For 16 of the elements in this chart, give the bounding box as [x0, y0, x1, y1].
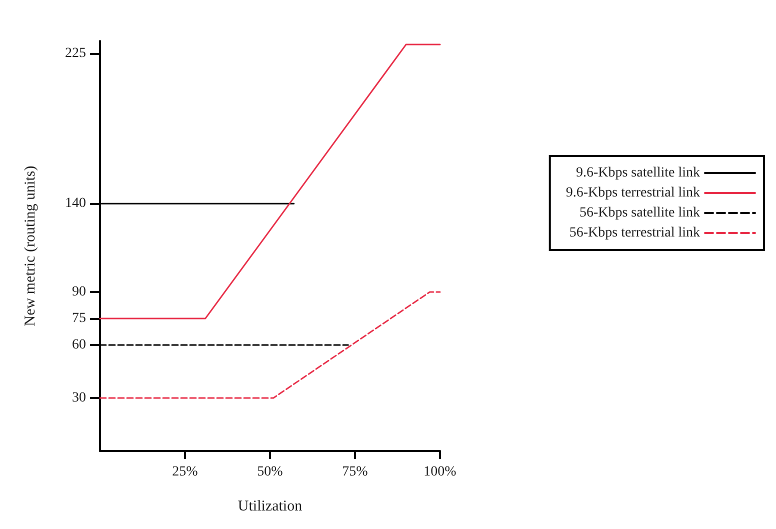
x-tick-label: 75%	[342, 464, 368, 480]
x-tick-label: 25%	[172, 464, 198, 480]
y-axis-title: New metric (routing units)	[22, 166, 38, 326]
legend-label: 56-Kbps satellite link	[579, 206, 700, 220]
y-tick-label: 75	[72, 310, 86, 326]
legend-label: 9.6-Kbps satellite link	[576, 166, 700, 180]
y-tick-label: 30	[72, 390, 86, 406]
legend-label: 9.6-Kbps terrestrial link	[566, 186, 700, 200]
y-tick-label: 90	[72, 284, 86, 300]
x-tick-label: 100%	[424, 464, 457, 480]
y-tick-label: 140	[65, 196, 86, 212]
x-axis-title: Utilization	[238, 498, 303, 514]
y-tick-label: 60	[72, 337, 86, 352]
y-tick-label: 225	[65, 46, 86, 61]
x-tick-label: 50%	[257, 464, 284, 480]
legend-label: 56-Kbps terrestrial link	[569, 226, 700, 240]
